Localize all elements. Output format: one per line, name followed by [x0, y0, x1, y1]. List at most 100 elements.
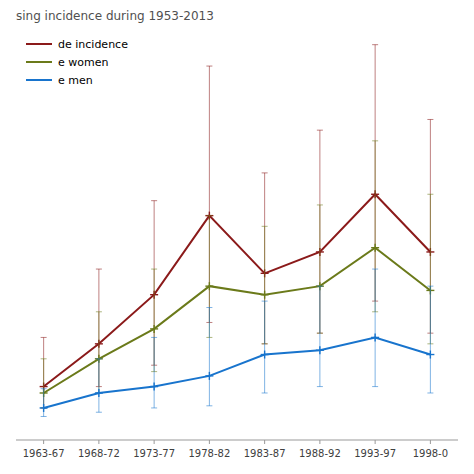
- x-tick: [264, 440, 265, 444]
- error-bar: [262, 301, 268, 393]
- marker-v: [264, 351, 265, 359]
- x-tick: [319, 440, 320, 444]
- x-axis-line: [16, 440, 458, 441]
- marker-v: [153, 325, 154, 333]
- x-tick-label: 1973-77: [133, 448, 175, 459]
- x-tick: [43, 440, 44, 444]
- legend-label: de incidence: [58, 38, 128, 51]
- series: [40, 269, 435, 416]
- x-tick-label: 1988-92: [299, 448, 341, 459]
- error-line: [209, 308, 210, 406]
- marker-v: [264, 291, 265, 299]
- x-tick-label: 1998-0: [413, 448, 448, 459]
- marker-v: [374, 244, 375, 252]
- x-tick: [98, 440, 99, 444]
- x-tick: [154, 440, 155, 444]
- error-cap: [317, 204, 323, 205]
- error-cap: [372, 44, 378, 45]
- error-line: [430, 286, 431, 393]
- error-cap: [41, 416, 47, 417]
- error-cap: [262, 392, 268, 393]
- marker: [205, 282, 213, 290]
- marker-h: [316, 285, 324, 286]
- x-tick: [209, 440, 210, 444]
- error-cap: [427, 119, 433, 120]
- legend-swatch: [26, 43, 52, 45]
- error-cap: [262, 172, 268, 173]
- error-bar: [151, 337, 157, 408]
- error-cap: [206, 66, 212, 67]
- x-tick-label: 1963-67: [23, 448, 65, 459]
- x-tick-label: 1968-72: [78, 448, 120, 459]
- marker: [150, 383, 158, 391]
- error-cap: [41, 388, 47, 389]
- marker-v: [209, 282, 210, 290]
- error-bar: [206, 66, 212, 322]
- error-line: [98, 359, 99, 412]
- error-line: [154, 337, 155, 408]
- error-cap: [96, 412, 102, 413]
- error-bar: [41, 389, 47, 417]
- error-cap: [151, 337, 157, 338]
- error-cap: [96, 269, 102, 270]
- x-tick: [375, 440, 376, 444]
- series: [40, 45, 435, 408]
- legend-label: e women: [58, 56, 108, 69]
- marker-h: [205, 215, 213, 216]
- marker-v: [430, 351, 431, 359]
- error-cap: [41, 358, 47, 359]
- error-cap: [372, 140, 378, 141]
- error-line: [43, 389, 44, 417]
- error-cap: [427, 194, 433, 195]
- error-bar: [317, 286, 323, 386]
- error-cap: [317, 386, 323, 387]
- title: sing incidence during 1953-2013: [16, 9, 214, 23]
- error-cap: [96, 311, 102, 312]
- marker-v: [153, 383, 154, 391]
- error-bar: [427, 286, 433, 393]
- marker-v: [374, 333, 375, 341]
- marker: [205, 372, 213, 380]
- legend-label: e men: [58, 74, 93, 87]
- plot-area: [40, 45, 435, 417]
- series-line: [44, 248, 431, 393]
- error-cap: [427, 286, 433, 287]
- error-cap: [151, 407, 157, 408]
- error-cap: [372, 269, 378, 270]
- marker-v: [98, 389, 99, 397]
- marker-v: [209, 372, 210, 380]
- error-cap: [206, 215, 212, 216]
- marker: [95, 389, 103, 397]
- error-line: [209, 66, 210, 322]
- marker: [316, 346, 324, 354]
- error-line: [375, 269, 376, 387]
- x-tick-label: 1978-82: [188, 448, 230, 459]
- marker: [40, 404, 48, 412]
- error-cap: [427, 392, 433, 393]
- marker: [371, 244, 379, 252]
- legend: de incidence e women e men: [26, 38, 128, 87]
- marker: [426, 351, 434, 359]
- error-cap: [206, 307, 212, 308]
- series-line: [44, 337, 431, 408]
- marker: [261, 351, 269, 359]
- chart: sing incidence during 1953-2013 1963-67 19…: [0, 0, 474, 474]
- error-cap: [96, 358, 102, 359]
- marker-v: [319, 346, 320, 354]
- legend-swatch: [26, 79, 52, 81]
- marker-h: [95, 358, 103, 359]
- marker-v: [43, 404, 44, 412]
- error-cap: [41, 337, 47, 338]
- error-cap: [151, 269, 157, 270]
- error-bar: [206, 308, 212, 406]
- error-bar: [96, 359, 102, 412]
- error-cap: [317, 130, 323, 131]
- x-tick: [430, 440, 431, 444]
- error-cap: [262, 301, 268, 302]
- error-cap: [317, 286, 323, 287]
- x-axis: 1963-671968-721973-771978-821983-871988-…: [16, 440, 458, 459]
- error-cap: [206, 405, 212, 406]
- error-line: [264, 301, 265, 393]
- error-line: [319, 286, 320, 386]
- marker: [261, 291, 269, 299]
